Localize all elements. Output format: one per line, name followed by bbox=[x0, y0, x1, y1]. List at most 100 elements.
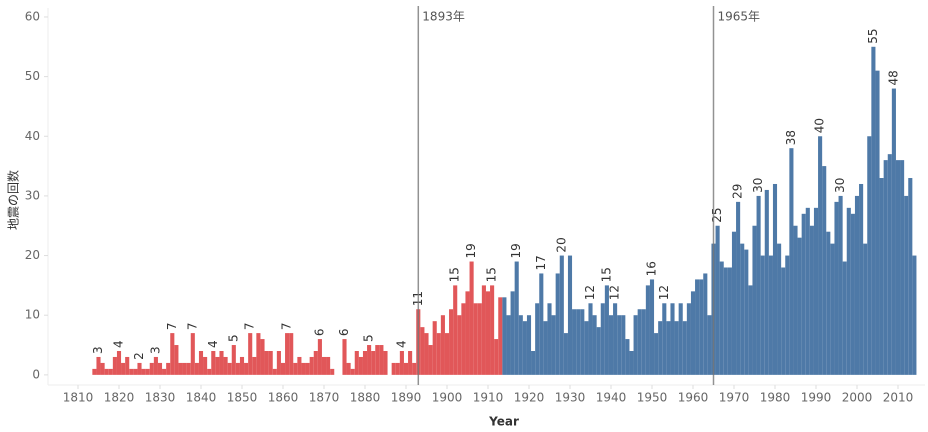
bar bbox=[96, 356, 101, 375]
bar bbox=[268, 351, 273, 375]
bar bbox=[440, 315, 445, 375]
bar bbox=[260, 339, 265, 375]
bar bbox=[846, 207, 851, 375]
data-label: 2 bbox=[132, 352, 146, 360]
bar bbox=[276, 351, 281, 375]
bar bbox=[321, 356, 327, 375]
bar bbox=[129, 368, 134, 375]
bar bbox=[215, 356, 220, 375]
bar bbox=[588, 303, 593, 375]
bar bbox=[891, 88, 896, 375]
bar bbox=[731, 231, 737, 375]
bar bbox=[297, 356, 302, 375]
bar bbox=[539, 273, 544, 375]
bar bbox=[190, 333, 195, 375]
bar bbox=[170, 333, 175, 375]
bar bbox=[375, 345, 380, 375]
data-label: 17 bbox=[534, 255, 548, 270]
bar bbox=[867, 136, 872, 375]
bar bbox=[768, 255, 773, 375]
bar bbox=[592, 315, 597, 375]
data-label: 3 bbox=[148, 346, 162, 354]
bar bbox=[92, 368, 97, 375]
bar bbox=[772, 183, 778, 375]
bar bbox=[699, 279, 704, 375]
bar bbox=[613, 303, 618, 375]
bar bbox=[481, 285, 486, 375]
bar bbox=[690, 291, 696, 375]
bar bbox=[863, 243, 868, 375]
bar bbox=[871, 46, 876, 375]
bar bbox=[436, 333, 441, 375]
bar bbox=[354, 351, 359, 375]
bar bbox=[203, 356, 208, 375]
x-tick-label: 1920 bbox=[514, 391, 545, 405]
bar bbox=[395, 362, 400, 375]
bar bbox=[358, 356, 363, 375]
bar bbox=[330, 368, 335, 375]
bar bbox=[600, 303, 605, 375]
bar bbox=[293, 362, 298, 375]
bar bbox=[658, 321, 663, 375]
bar bbox=[162, 368, 167, 375]
y-tick-label: 40 bbox=[25, 129, 40, 143]
y-tick-label: 60 bbox=[25, 9, 40, 23]
data-label: 4 bbox=[206, 340, 220, 348]
bar bbox=[313, 351, 318, 375]
bar bbox=[244, 362, 249, 375]
x-tick-label: 1890 bbox=[391, 391, 422, 405]
bar bbox=[633, 315, 638, 375]
bar bbox=[408, 351, 413, 375]
bar bbox=[875, 70, 880, 375]
data-label: 19 bbox=[509, 243, 523, 258]
data-label: 7 bbox=[185, 322, 199, 330]
bar bbox=[522, 321, 527, 375]
bar bbox=[809, 225, 814, 375]
bar bbox=[686, 303, 691, 375]
x-tick-label: 1910 bbox=[473, 391, 504, 405]
x-tick-label: 1840 bbox=[186, 391, 217, 405]
bar bbox=[252, 356, 257, 375]
bar bbox=[506, 315, 511, 375]
bar bbox=[904, 195, 909, 375]
bar bbox=[748, 285, 753, 375]
bar bbox=[625, 339, 630, 375]
bar bbox=[342, 339, 347, 375]
bar bbox=[399, 351, 404, 375]
bar bbox=[641, 309, 646, 375]
bar bbox=[149, 362, 154, 375]
bar bbox=[424, 333, 429, 375]
data-label: 48 bbox=[886, 70, 900, 85]
bar bbox=[879, 178, 884, 375]
bar bbox=[379, 345, 384, 375]
bar bbox=[580, 309, 585, 375]
bar bbox=[822, 166, 827, 375]
data-label: 7 bbox=[280, 322, 294, 330]
y-tick-label: 30 bbox=[25, 188, 40, 202]
bar bbox=[461, 303, 466, 375]
bar bbox=[248, 333, 253, 375]
bar bbox=[428, 345, 433, 375]
bar bbox=[194, 362, 199, 375]
bar bbox=[280, 362, 286, 375]
bar bbox=[211, 351, 216, 375]
x-tick-label: 1870 bbox=[309, 391, 340, 405]
x-axis-title: Year bbox=[488, 415, 519, 429]
x-tick-label: 1960 bbox=[678, 391, 709, 405]
y-axis-title: 地震の回数 bbox=[6, 170, 21, 230]
bar bbox=[371, 351, 376, 375]
bar bbox=[662, 303, 667, 375]
bar bbox=[604, 285, 609, 375]
bar bbox=[490, 285, 495, 375]
bar bbox=[695, 279, 700, 375]
bar bbox=[805, 207, 810, 375]
bar bbox=[305, 362, 310, 375]
bar bbox=[617, 315, 622, 375]
x-tick-label: 2010 bbox=[883, 391, 914, 405]
x-tick-label: 1970 bbox=[719, 391, 750, 405]
bar bbox=[317, 339, 322, 375]
bar bbox=[231, 345, 236, 375]
bar bbox=[649, 279, 655, 375]
bar bbox=[887, 154, 892, 375]
bar bbox=[198, 351, 204, 375]
